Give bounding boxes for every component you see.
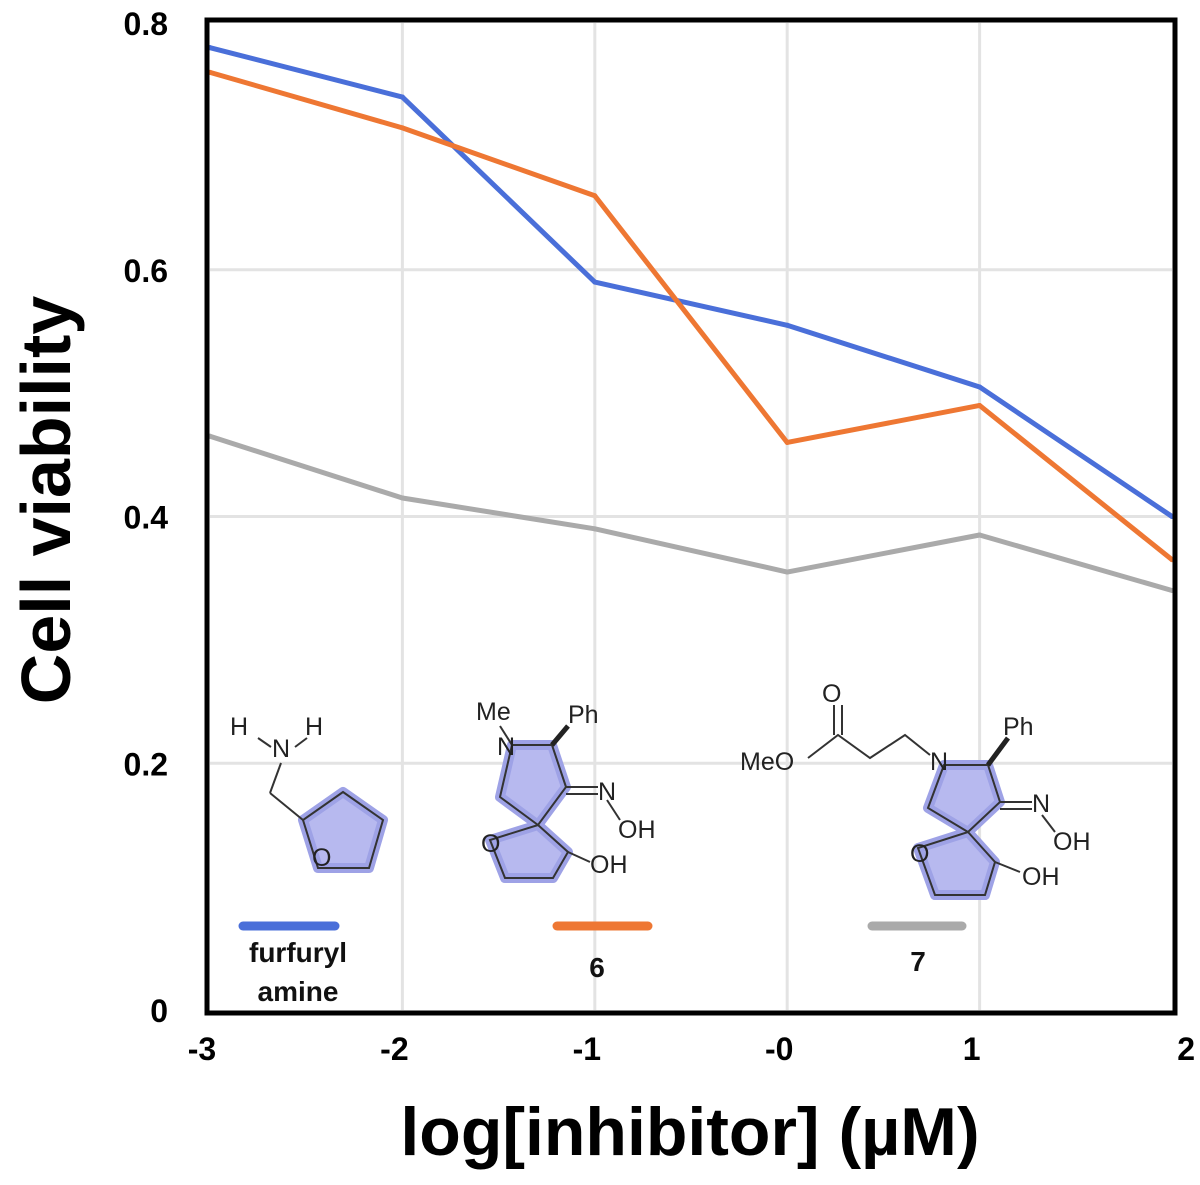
legend-label-furfuryl-line2: amine	[258, 976, 339, 1007]
ring-outline	[926, 764, 1002, 834]
atom-label: OH	[618, 816, 656, 844]
structure-compound-7: MeO O N Ph N OH O OH	[740, 680, 1091, 900]
data-point-series-0	[399, 94, 405, 100]
y-tick-label: 0.8	[124, 6, 168, 42]
atom-label: N	[497, 733, 515, 761]
data-point-series-2	[977, 532, 983, 538]
bond	[269, 792, 304, 821]
y-tick-label: 0.4	[124, 500, 169, 536]
atom-label: N	[1032, 790, 1050, 818]
atom-label: Ph	[568, 701, 599, 729]
ring-outline	[916, 830, 997, 896]
ring-outline	[488, 823, 570, 879]
bond	[567, 851, 591, 863]
atom-label: Me	[476, 698, 511, 726]
atom-label: O	[910, 840, 929, 868]
atom-label: H	[230, 713, 248, 741]
ring-outline	[498, 744, 568, 827]
atom-label: N	[272, 735, 290, 763]
gridlines	[210, 23, 1172, 1010]
x-axis-ticks: -3 -2 -1 -0 1 2	[188, 1031, 1195, 1067]
data-point-series-2	[592, 526, 598, 532]
furan-ring	[301, 790, 385, 869]
y-tick-label: 0.6	[124, 253, 168, 289]
series-lines	[207, 45, 1175, 594]
atom-label: O	[312, 844, 331, 872]
y-axis-ticks: 0 0.2 0.4 0.6 0.8	[124, 6, 169, 1029]
x-tick-label: -3	[188, 1031, 216, 1067]
series-line-0	[207, 45, 1175, 519]
atom-label: OH	[590, 851, 628, 879]
structure-compound-6: Me N Ph N OH O OH	[476, 698, 656, 883]
data-point-series-0	[784, 322, 790, 328]
x-tick-label: -0	[765, 1031, 793, 1067]
legend-label-furfuryl-line1: furfuryl	[249, 937, 347, 968]
data-point-series-2	[784, 569, 790, 575]
bond	[994, 861, 1021, 873]
bond	[269, 762, 282, 794]
atom-label: N	[930, 748, 948, 776]
y-tick-label: 0.2	[124, 746, 168, 782]
series-line-1	[207, 69, 1175, 563]
data-point-series-1	[399, 125, 405, 131]
ester-chain	[807, 733, 931, 760]
plot-frame	[204, 17, 1178, 1016]
legend-label-6: 6	[589, 952, 605, 983]
atom-label: OH	[1053, 828, 1091, 856]
atom-label: O	[481, 830, 500, 858]
atom-label: OH	[1022, 863, 1060, 891]
atom-label: MeO	[740, 748, 794, 776]
bond	[1041, 814, 1056, 833]
series-line-2	[207, 433, 1175, 594]
dihydrofuran-ring-highlight	[913, 827, 1000, 900]
data-point-series-0	[977, 384, 983, 390]
bond	[294, 737, 308, 748]
legend-label-7: 7	[910, 946, 926, 977]
data-point-series-0	[592, 279, 598, 285]
data-point-series-1	[977, 402, 983, 408]
bond	[257, 737, 272, 748]
x-tick-label: 2	[1177, 1031, 1195, 1067]
data-point-series-2	[399, 495, 405, 501]
x-tick-label: -2	[380, 1031, 408, 1067]
bond	[499, 725, 513, 746]
bond	[606, 799, 621, 821]
structure-furfuryl-amine: H N H O	[230, 713, 388, 873]
y-tick-label: 0	[150, 993, 168, 1029]
atom-label: N	[598, 778, 616, 806]
x-tick-label: -1	[573, 1031, 601, 1067]
x-axis-title: log[inhibitor] (µM)	[400, 1094, 979, 1170]
atom-label: H	[305, 713, 323, 741]
y-axis-title: Cell viability	[7, 296, 85, 705]
data-point-series-1	[784, 439, 790, 445]
legend: furfuryl amine 6 7	[238, 921, 967, 1007]
x-tick-label: 1	[963, 1031, 981, 1067]
data-point-series-1	[592, 193, 598, 199]
bond	[550, 724, 570, 747]
atom-label: O	[822, 680, 841, 708]
atom-label: Ph	[1003, 713, 1034, 741]
bond	[985, 736, 1011, 767]
